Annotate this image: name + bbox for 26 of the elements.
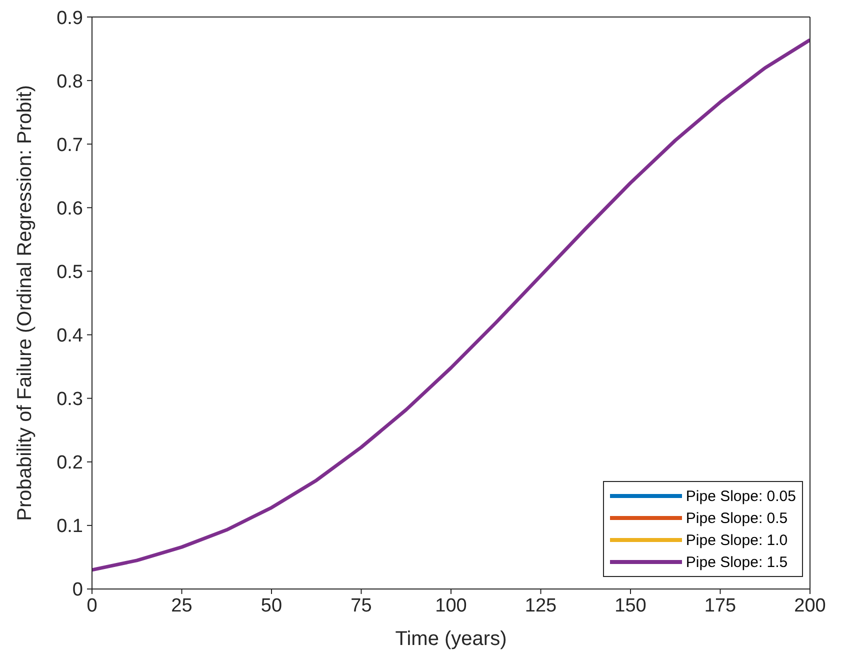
x-tick-label: 25	[171, 595, 192, 616]
legend-label: Pipe Slope: 0.5	[686, 510, 788, 526]
legend-label: Pipe Slope: 1.5	[686, 554, 788, 570]
x-tick-label: 150	[614, 595, 646, 616]
x-tick-label: 200	[794, 595, 826, 616]
y-tick-label: 0.5	[56, 262, 83, 283]
y-tick-label: 0.6	[56, 198, 83, 220]
legend-label: Pipe Slope: 0.05	[686, 488, 796, 504]
legend-label: Pipe Slope: 1.0	[686, 532, 788, 548]
y-tick-label: 0	[72, 580, 83, 601]
x-tick-label: 175	[704, 595, 736, 616]
x-tick-label: 100	[435, 595, 467, 616]
x-tick-label: 125	[524, 595, 557, 616]
x-tick-label: 0	[86, 595, 98, 616]
x-tick-label: 50	[260, 595, 282, 616]
y-tick-label: 0.8	[56, 71, 83, 92]
y-tick-label: 0.2	[56, 452, 83, 474]
line-series	[92, 38, 810, 572]
y-tick-label: 0.3	[56, 389, 83, 410]
y-axis-title: Probability of Failure (Ordinal Regression: Probit)	[14, 85, 36, 521]
y-tick-label: 0.4	[56, 326, 84, 347]
x-tick-label: 75	[350, 595, 372, 616]
y-tick-label: 0.7	[56, 134, 83, 156]
x-axis-title: Time (years)	[395, 628, 507, 650]
y-tick-label: 0.9	[56, 8, 83, 29]
y-tick-label: 0.1	[56, 516, 83, 538]
